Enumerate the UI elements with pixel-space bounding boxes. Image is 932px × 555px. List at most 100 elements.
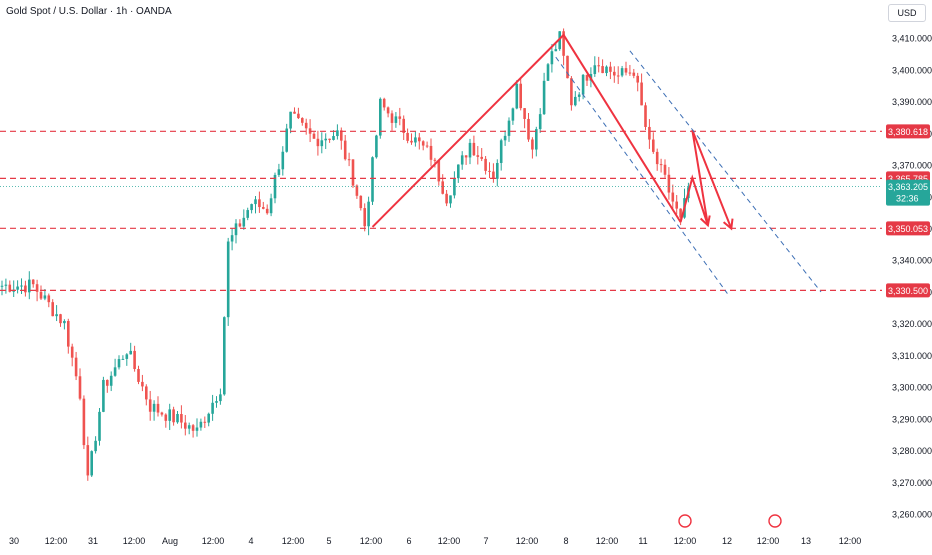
candle-body (601, 66, 604, 74)
candle-body (437, 160, 441, 182)
candle-body (250, 204, 253, 211)
candle-body (382, 98, 386, 108)
candle-body (433, 159, 437, 161)
candle-body (168, 409, 171, 421)
candle-body (113, 367, 117, 376)
candle-body (180, 414, 183, 423)
candle-body (289, 111, 292, 129)
candle-body (597, 65, 600, 67)
candle-body (644, 105, 647, 127)
candle-body (655, 151, 659, 165)
candle-body (219, 394, 222, 402)
level-price-text: 3,350.053 (888, 224, 928, 234)
candle-body (129, 350, 132, 355)
candle-body (492, 171, 495, 179)
candle-body (581, 74, 585, 95)
candle-body (464, 155, 468, 158)
candle-body (328, 138, 331, 140)
y-tick-label: 3,370.000 (892, 161, 932, 171)
candle-body (418, 137, 421, 142)
x-tick-label: 7 (483, 536, 488, 546)
candle-body (16, 286, 19, 290)
candle-body (605, 66, 608, 74)
candle-body (515, 83, 519, 109)
y-tick-label: 3,340.000 (892, 256, 932, 266)
candle-body (609, 66, 612, 72)
y-tick-label: 3,290.000 (892, 414, 932, 424)
last-price-text: 3,363.205 (888, 182, 928, 192)
candle-body (117, 359, 121, 368)
candle-body (379, 98, 382, 136)
level-price-label (886, 283, 930, 298)
candle-body (355, 185, 359, 196)
candle-body (421, 141, 425, 146)
candle-body (301, 118, 304, 123)
candle-body (620, 68, 624, 76)
candle-body (4, 284, 8, 286)
candle-body (262, 207, 265, 209)
candle-body (402, 118, 405, 133)
event-flag-icon (768, 514, 782, 528)
candle-body (265, 208, 269, 214)
candle-body (616, 75, 620, 77)
y-tick-label: 3,270.000 (892, 478, 932, 488)
candle-body (98, 411, 101, 441)
candle-body (145, 386, 148, 400)
level-price-text: 3,330.500 (888, 286, 928, 296)
candle-body (406, 132, 409, 141)
candle-body (226, 241, 230, 318)
candle-body (51, 302, 54, 317)
last-price-label (886, 179, 930, 206)
countdown-text: 32:36 (896, 194, 919, 204)
y-axis-background (882, 0, 932, 550)
level-price-label (886, 124, 930, 139)
x-tick-label: 6 (406, 536, 411, 546)
candle-body (550, 51, 554, 65)
candle-body (585, 74, 589, 81)
y-tick-label: 3,260.000 (892, 510, 932, 520)
candle-body (184, 422, 187, 429)
y-tick-label: 3,310.000 (892, 351, 932, 361)
candle-body (562, 31, 565, 56)
candle-body (207, 413, 210, 423)
candle-body (343, 140, 347, 160)
candle-body (31, 279, 35, 285)
candle-body (70, 346, 74, 358)
candle-body (277, 169, 281, 175)
candle-body (316, 138, 320, 147)
level-price-label (886, 221, 930, 236)
candle-body (230, 235, 234, 242)
candle-body (441, 181, 444, 194)
x-tick-label: 12:00 (839, 536, 862, 546)
level-price-text: 3,380.618 (888, 127, 928, 137)
candle-body (332, 136, 335, 140)
candle-body (554, 49, 558, 52)
candle-body (160, 412, 164, 415)
candle-body (531, 139, 534, 150)
candle-body (659, 164, 663, 166)
candle-body (648, 126, 651, 140)
x-tick-label: 30 (9, 536, 19, 546)
x-tick-label: 12:00 (757, 536, 780, 546)
x-tick-label: 12:00 (596, 536, 619, 546)
candle-body (273, 174, 277, 199)
levels-layer (0, 130, 882, 291)
candle-body (59, 314, 62, 324)
candle-body (499, 140, 503, 163)
candle-body (148, 399, 152, 412)
x-tick-label: 4 (248, 536, 253, 546)
candle-body (671, 192, 675, 202)
candle-body (476, 155, 480, 157)
candle-body (133, 350, 136, 370)
candle-body (106, 379, 109, 386)
candle-body (39, 291, 43, 299)
candle-body (484, 158, 487, 171)
candle-body (351, 159, 355, 186)
candle-body (187, 425, 191, 429)
candle-body (488, 170, 491, 172)
candle-body (55, 314, 58, 317)
currency-button[interactable]: USD (888, 4, 926, 22)
y-tick-label: 3,280.000 (892, 446, 932, 456)
